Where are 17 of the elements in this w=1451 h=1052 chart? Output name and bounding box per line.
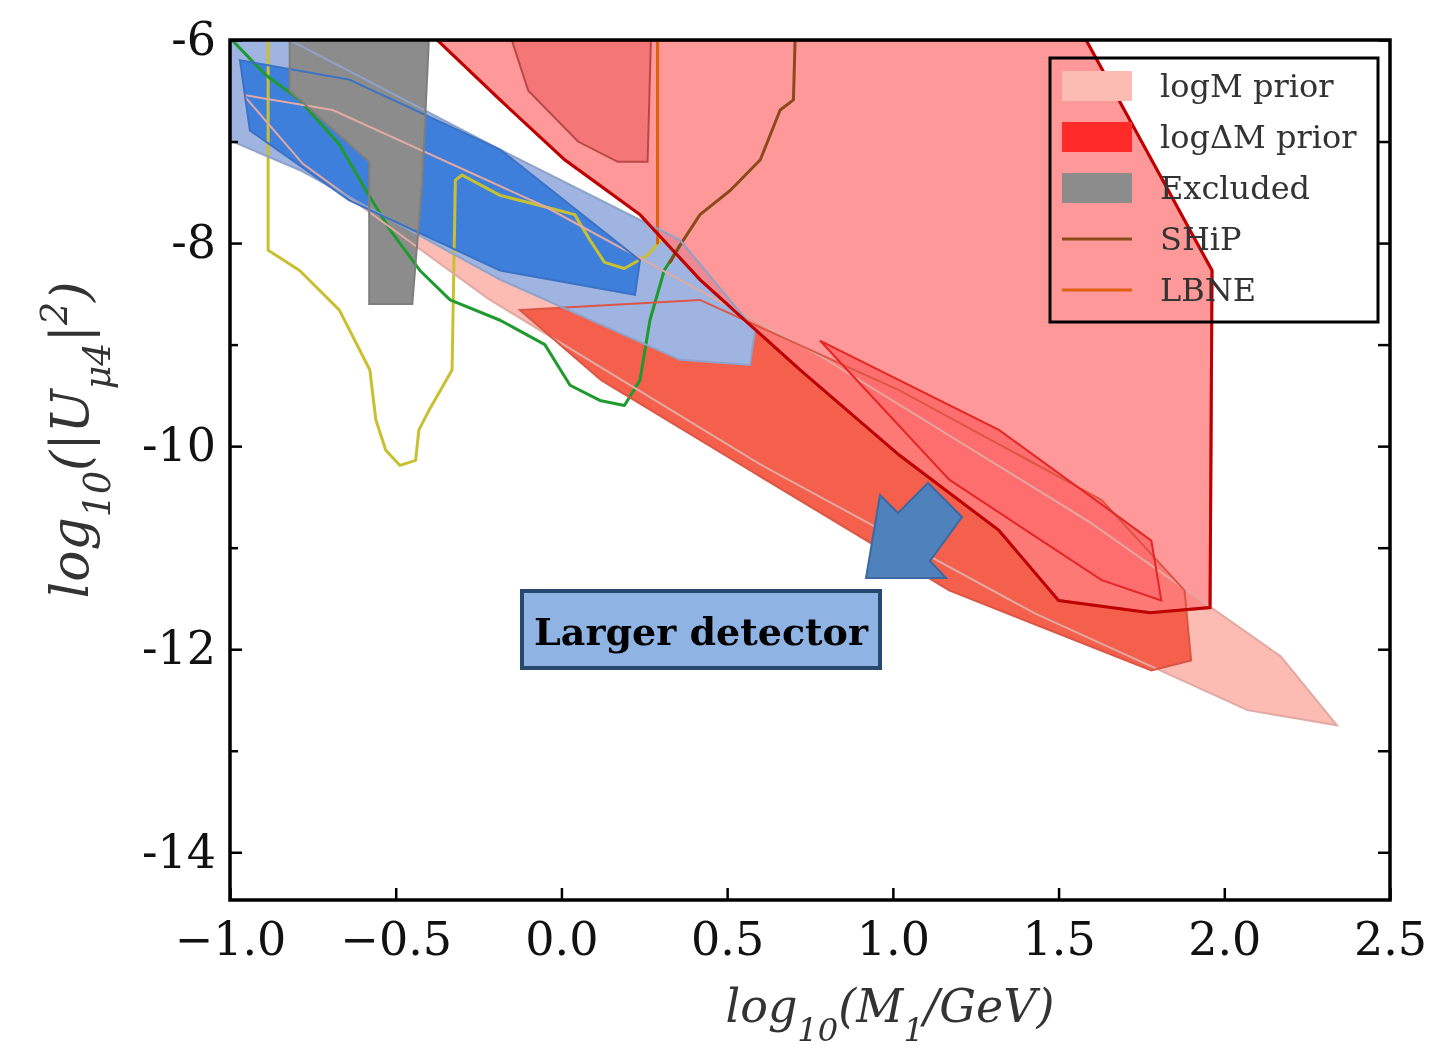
x-axis-title: log$_{10}$(M$_{1}$/GeV) (725, 979, 1055, 1049)
x-tick-label: 1.0 (856, 911, 930, 966)
y-tick-label: -12 (141, 621, 216, 676)
x-tick-label: −0.5 (340, 911, 453, 966)
x-tick-label: −1.0 (174, 911, 287, 966)
legend-label: logΔM prior (1160, 118, 1358, 156)
x-tick-label: 1.5 (1022, 911, 1096, 966)
x-tick-label: 2.0 (1188, 911, 1262, 966)
y-tick-label: -6 (171, 12, 216, 67)
x-tick-label: 0.0 (525, 911, 599, 966)
y-tick-label: -10 (141, 418, 216, 473)
x-tick-label: 2.5 (1353, 911, 1428, 966)
x-tick-label: 0.5 (691, 911, 765, 966)
y-tick-label: -8 (171, 215, 216, 270)
legend-label: logM prior (1160, 67, 1335, 105)
annotation: Larger detector (534, 609, 869, 654)
y-tick-label: -14 (141, 824, 216, 879)
